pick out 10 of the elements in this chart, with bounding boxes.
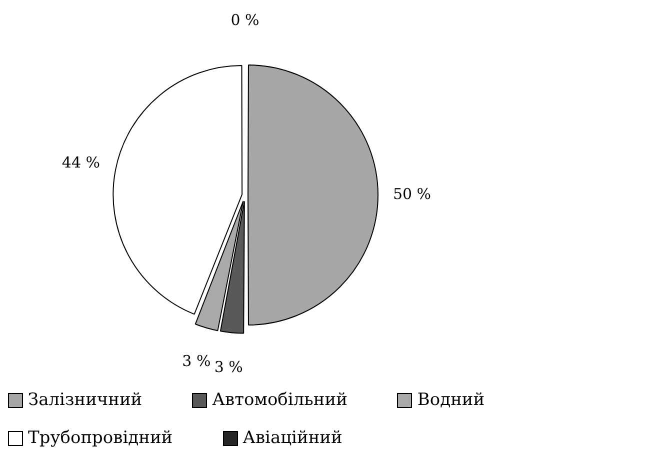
legend-label: Водний	[417, 390, 485, 410]
data-label: 50 %	[392, 184, 432, 203]
legend-label: Залізничний	[28, 390, 142, 410]
data-label: 3 %	[182, 352, 211, 370]
legend-label: Авіаційний	[242, 428, 342, 448]
data-label: 3 %	[214, 358, 243, 376]
legend-label: Трубопровідний	[28, 428, 173, 448]
text: 0 %	[230, 10, 260, 29]
data-label: 44 %	[62, 154, 100, 172]
legend-label: Автомобільний	[212, 390, 348, 410]
